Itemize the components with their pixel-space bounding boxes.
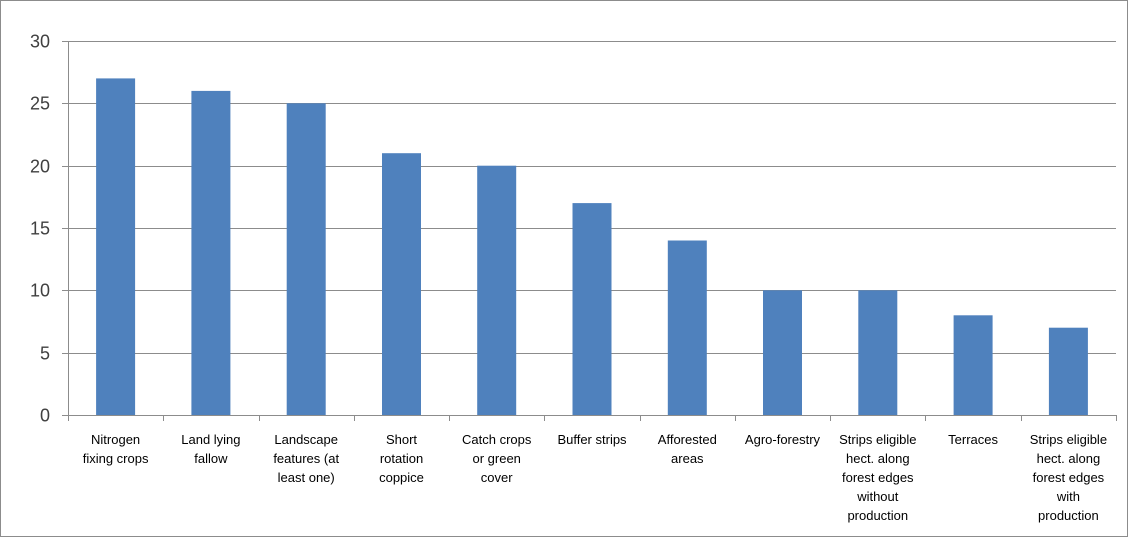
bars bbox=[96, 78, 1088, 416]
x-category-label-line: rotation bbox=[380, 451, 423, 466]
x-category-label-line: Strips eligible bbox=[839, 432, 916, 447]
x-category-label-line: coppice bbox=[379, 470, 424, 485]
y-tick-label: 5 bbox=[40, 344, 50, 364]
y-tick-label: 30 bbox=[30, 32, 50, 52]
x-axis bbox=[68, 41, 1117, 421]
x-category-label-line: areas bbox=[671, 451, 704, 466]
bar bbox=[858, 290, 898, 415]
x-category-label-line: Agro-forestry bbox=[745, 432, 821, 447]
x-category-label: Short rotation coppice bbox=[379, 432, 424, 485]
bar bbox=[191, 90, 231, 416]
x-category-label-line: production bbox=[1038, 508, 1099, 523]
x-category-label-line: Catch crops bbox=[462, 432, 532, 447]
bar bbox=[667, 240, 707, 415]
bar bbox=[572, 203, 612, 415]
x-category-label: Nitrogen fixing crops bbox=[83, 432, 149, 466]
x-category-label-line: fallow bbox=[194, 451, 228, 466]
x-category-label: Catch crops or green cover bbox=[462, 432, 532, 485]
x-category-label-line: or green bbox=[472, 451, 520, 466]
x-category-label-line: with bbox=[1056, 489, 1080, 504]
x-category-label-line: Landscape bbox=[274, 432, 338, 447]
x-category-label-line: Short bbox=[386, 432, 417, 447]
x-category-label-line: Terraces bbox=[948, 432, 998, 447]
x-category-label: Strips eligible hect. along forest edges wi… bbox=[839, 432, 916, 523]
x-category-label-line: least one) bbox=[278, 470, 335, 485]
x-category-label: Buffer strips bbox=[557, 432, 627, 447]
x-category-label-line: production bbox=[847, 508, 908, 523]
x-category-label-line: cover bbox=[481, 470, 513, 485]
x-category-label: Strips eligible hect. along forest edges wi… bbox=[1030, 432, 1107, 523]
y-tick-label: 20 bbox=[30, 157, 50, 177]
x-category-label-line: Buffer strips bbox=[557, 432, 627, 447]
x-category-label: Afforested areas bbox=[658, 432, 717, 466]
x-category-label-line: features (at bbox=[273, 451, 339, 466]
x-category-label-line: Afforested bbox=[658, 432, 717, 447]
y-tick-label: 0 bbox=[40, 406, 50, 426]
x-category-label-line: Nitrogen bbox=[91, 432, 140, 447]
bar bbox=[953, 315, 993, 415]
x-category-label-line: forest edges bbox=[1033, 470, 1105, 485]
x-category-label-line: Land lying bbox=[181, 432, 240, 447]
y-tick-label: 25 bbox=[30, 94, 50, 114]
x-category-label-line: Strips eligible bbox=[1030, 432, 1107, 447]
bar bbox=[286, 103, 326, 416]
bar bbox=[763, 290, 802, 415]
bar bbox=[96, 78, 136, 416]
bar bbox=[382, 153, 421, 415]
x-category-label-line: without bbox=[856, 489, 899, 504]
y-tick-label: 10 bbox=[30, 281, 50, 301]
x-category-label: Landscape features (at least one) bbox=[273, 432, 339, 485]
x-category-label: Agro-forestry bbox=[745, 432, 821, 447]
bar bbox=[477, 165, 517, 415]
x-category-label-line: hect. along bbox=[846, 451, 910, 466]
x-category-label-line: hect. along bbox=[1037, 451, 1101, 466]
bar bbox=[1048, 327, 1088, 415]
x-category-label-line: forest edges bbox=[842, 470, 914, 485]
y-axis-tick-labels: 0 5 10 15 20 25 30 bbox=[30, 32, 50, 426]
x-category-label-line: fixing crops bbox=[83, 451, 149, 466]
y-tick-label: 15 bbox=[30, 219, 50, 239]
x-category-label: Terraces bbox=[948, 432, 998, 447]
x-category-label: Land lying fallow bbox=[181, 432, 240, 466]
